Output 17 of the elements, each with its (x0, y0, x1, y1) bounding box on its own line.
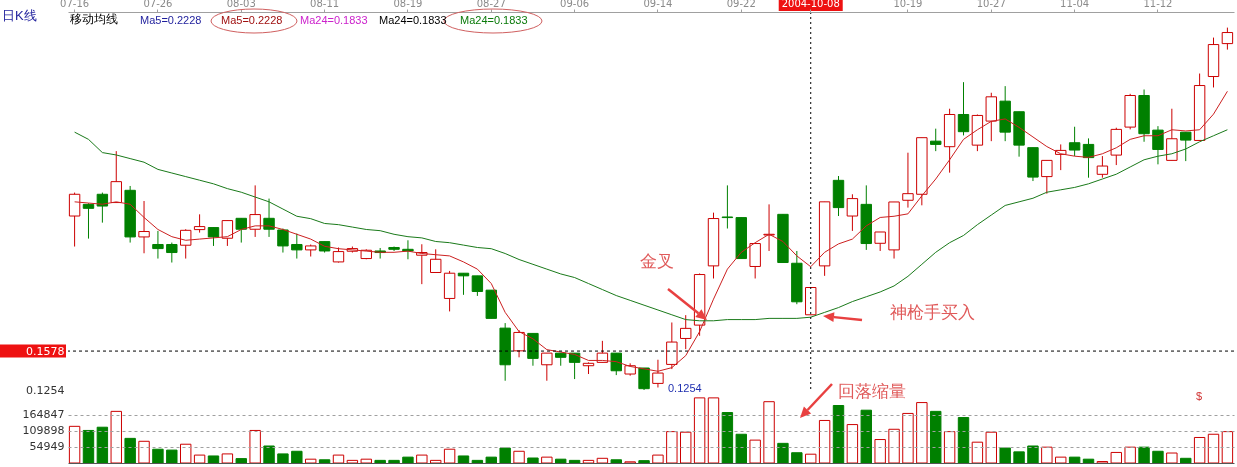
annotation: 神枪手买入 (890, 303, 975, 322)
y-tick-label: 54949 (29, 440, 65, 454)
text: 日K线 (2, 8, 37, 23)
y-tick-label: 0.1254 (26, 383, 65, 397)
annotation: Ma24=0.1833 (379, 14, 447, 26)
annotation: Ma24=0.1833 (300, 14, 368, 26)
annotation: 金叉 (640, 252, 674, 271)
annotation: 0.1254 (668, 382, 702, 394)
y-tick-label: 0.1578 (26, 344, 65, 358)
y-tick-label: 164847 (22, 408, 65, 422)
annotation: Ma5=0.2228 (221, 14, 283, 26)
annotation: Ma5=0.2228 (140, 14, 202, 26)
annotation: Ma24=0.1833 (460, 14, 528, 26)
annotation: 移动均线 (70, 12, 118, 26)
annotation: $ (1196, 390, 1203, 402)
annotation: 回落缩量 (838, 382, 906, 401)
y-tick-label: 109898 (22, 424, 65, 438)
